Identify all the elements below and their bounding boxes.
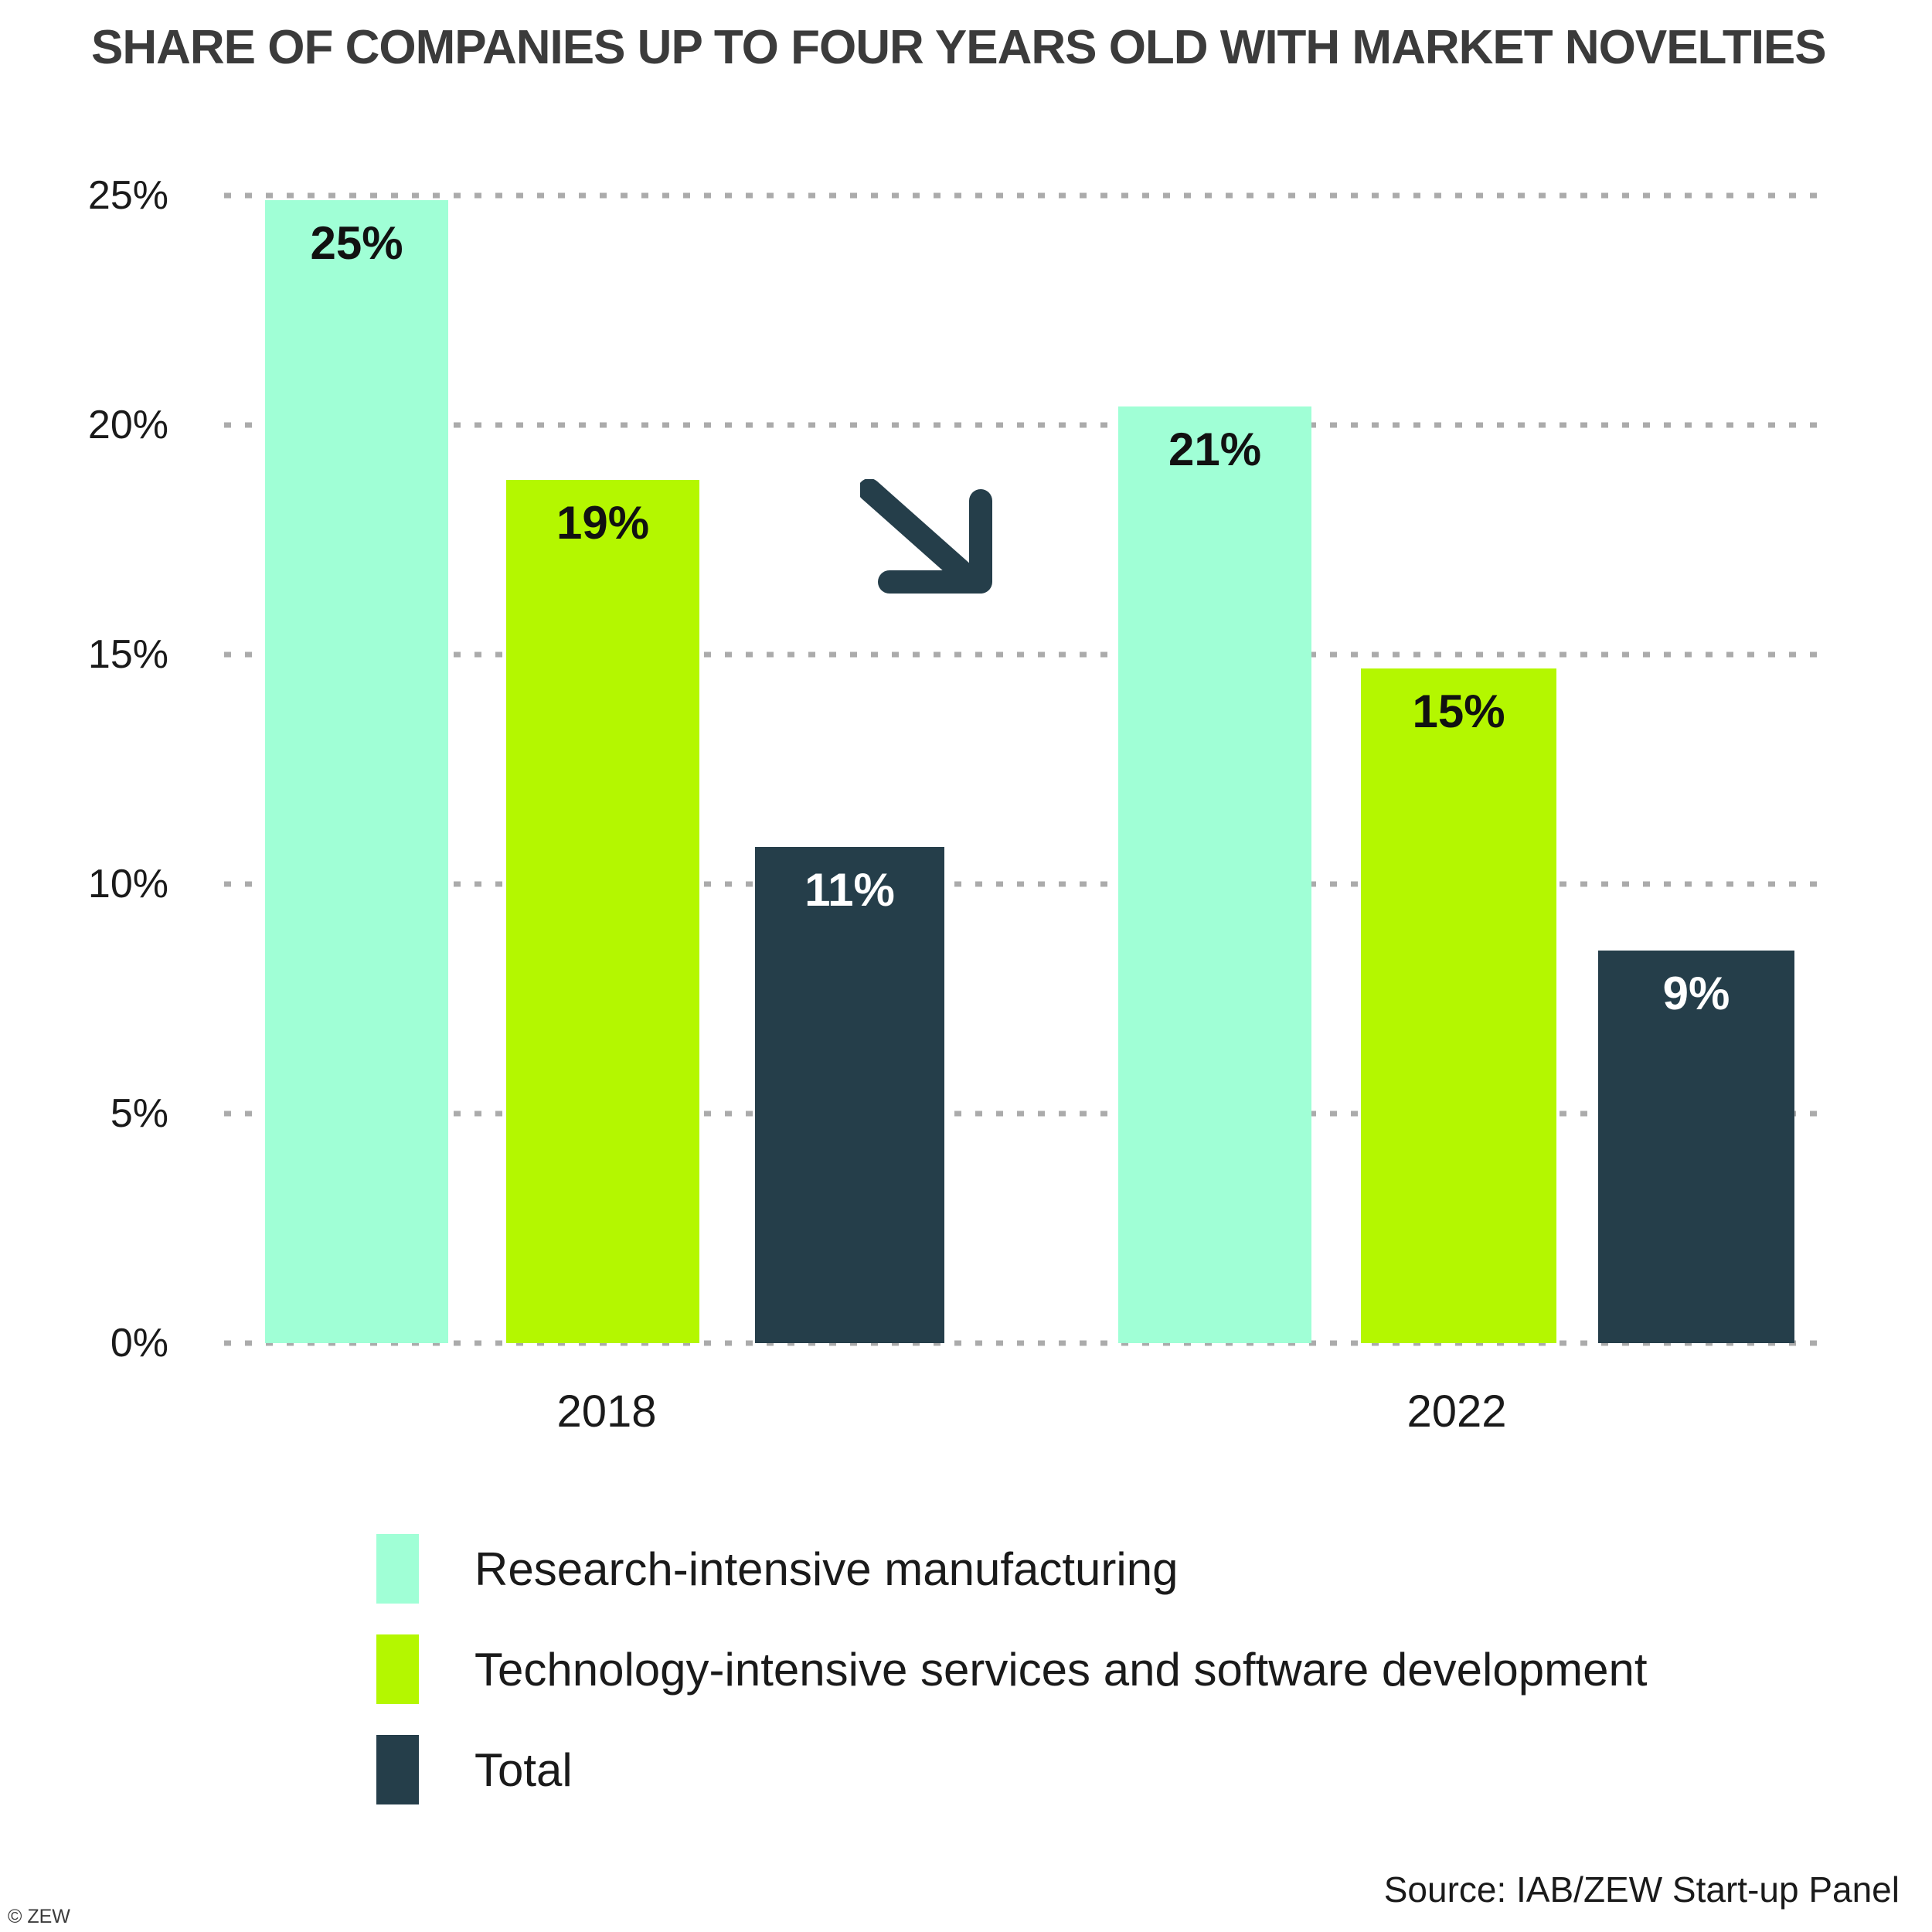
legend-label: Technology-intensive services and softwa… bbox=[474, 1643, 1648, 1696]
copyright-note: © ZEW bbox=[8, 1906, 70, 1927]
gridline-0 bbox=[224, 1340, 1820, 1346]
y-tick-label: 0% bbox=[110, 1321, 168, 1366]
y-tick-label: 15% bbox=[87, 632, 168, 677]
legend: Research-intensive manufacturing Technol… bbox=[376, 1534, 1648, 1804]
chart-title: SHARE OF COMPANIES UP TO FOUR YEARS OLD … bbox=[91, 21, 1827, 74]
gridline-25 bbox=[224, 192, 1820, 199]
bar-value-label: 25% bbox=[310, 216, 403, 269]
gridlines bbox=[224, 192, 1820, 1346]
x-axis-label-2018: 2018 bbox=[556, 1386, 657, 1437]
bar-2022-technology-intensive-services: 15% bbox=[1361, 668, 1556, 1343]
y-tick-label: 25% bbox=[87, 173, 168, 218]
legend-label: Research-intensive manufacturing bbox=[474, 1543, 1179, 1595]
legend-label: Total bbox=[474, 1743, 573, 1796]
legend-item-research-intensive-manufacturing: Research-intensive manufacturing bbox=[376, 1534, 1648, 1604]
y-tick-label: 5% bbox=[110, 1091, 168, 1136]
gridline-10 bbox=[224, 881, 1820, 887]
bar-value-label: 19% bbox=[556, 497, 650, 549]
y-tick-label: 20% bbox=[87, 403, 168, 447]
gridline-15 bbox=[224, 651, 1820, 658]
y-axis-labels: 25% 20% 15% 10% 5% 0% bbox=[0, 173, 168, 1366]
bar-value-label: 11% bbox=[804, 864, 895, 917]
source-note: Source: IAB/ZEW Start-up Panel bbox=[1383, 1869, 1900, 1910]
legend-item-total: Total bbox=[376, 1735, 1648, 1804]
bar-2018-total: 11% bbox=[755, 847, 944, 1343]
bar-2018-technology-intensive-services: 19% bbox=[506, 480, 699, 1343]
legend-item-technology-intensive-services: Technology-intensive services and softwa… bbox=[376, 1634, 1648, 1704]
bars: 25% 19% 11% 21% 15% 9% bbox=[224, 196, 1820, 1343]
downward-trend-arrow-icon bbox=[860, 479, 992, 594]
gridline-5 bbox=[224, 1111, 1820, 1117]
plot-area: 25% 20% 15% 10% 5% 0% 25% 19% 11% 21% 15… bbox=[88, 173, 1820, 1437]
y-tick-label: 10% bbox=[87, 862, 168, 906]
legend-swatch-dark bbox=[376, 1735, 419, 1804]
bar-2018-research-intensive-manufacturing: 25% bbox=[265, 199, 448, 1343]
legend-swatch-lime bbox=[376, 1634, 419, 1704]
bar-value-label: 15% bbox=[1412, 685, 1505, 737]
bar-value-label: 9% bbox=[1662, 968, 1730, 1020]
bar-2022-total: 9% bbox=[1598, 951, 1794, 1343]
legend-swatch-mint bbox=[376, 1534, 419, 1604]
x-axis-label-2022: 2022 bbox=[1406, 1386, 1507, 1437]
bar-value-label: 21% bbox=[1168, 423, 1262, 476]
gridline-20 bbox=[224, 422, 1820, 428]
bar-2022-research-intensive-manufacturing: 21% bbox=[1118, 406, 1311, 1343]
